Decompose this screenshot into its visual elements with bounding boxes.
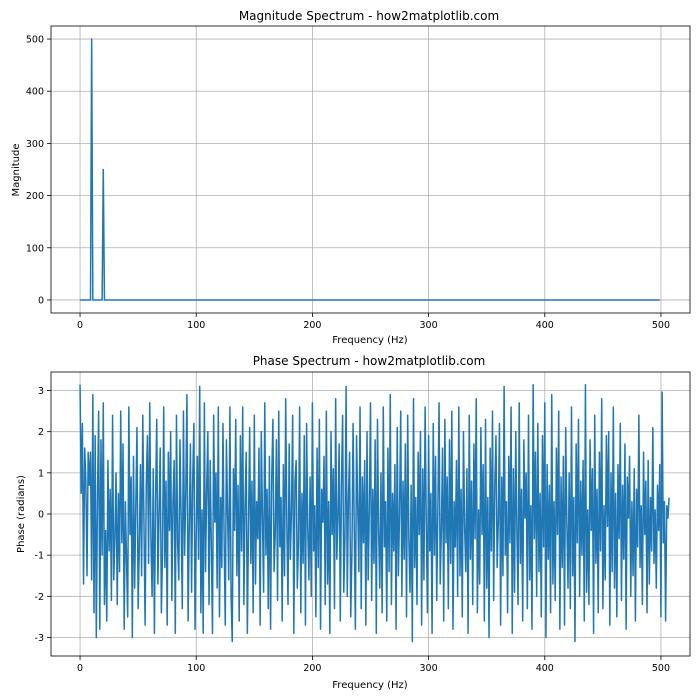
phase-spectrum-plot: Phase Spectrum - how2matplotlib.com 0 100… <box>16 354 691 691</box>
magnitude-x-axis-label: Frequency (Hz) <box>332 335 408 346</box>
phase-plot-title: Phase Spectrum - how2matplotlib.com <box>253 354 486 368</box>
magnitude-y-tick-label: 400 <box>26 87 44 98</box>
phase-y-tick-label: 3 <box>38 386 44 397</box>
phase-y-tick-label: -1 <box>35 551 44 562</box>
magnitude-x-tick-label: 100 <box>187 320 205 331</box>
phase-x-tick-label: 0 <box>77 663 83 674</box>
phase-y-tick-label: -3 <box>35 633 44 644</box>
phase-y-tick-label: 0 <box>38 510 44 521</box>
magnitude-series-line <box>80 38 660 301</box>
magnitude-x-tick-label: 0 <box>77 320 83 331</box>
magnitude-x-tick-label: 400 <box>536 320 554 331</box>
phase-x-tick-label: 300 <box>420 663 438 674</box>
phase-x-tick-label: 200 <box>303 663 321 674</box>
phase-x-axis-label: Frequency (Hz) <box>332 680 408 691</box>
phase-series-layer <box>79 384 670 643</box>
magnitude-y-tick-label: 300 <box>26 139 44 150</box>
phase-y-tick-label: -2 <box>35 592 44 603</box>
phase-y-axis-label: Phase (radians) <box>16 475 27 553</box>
magnitude-series-layer <box>80 38 660 301</box>
magnitude-y-axis-label: Magnitude <box>11 144 22 197</box>
phase-y-tick-label: 1 <box>38 468 44 479</box>
magnitude-axes-frame <box>50 25 691 314</box>
phase-series-line <box>79 384 670 643</box>
phase-x-tick-label: 100 <box>187 663 205 674</box>
magnitude-spectrum-plot: Magnitude Spectrum - how2matplotlib.com … <box>11 9 691 346</box>
phase-ticks: 0 100 200 300 400 500 -3 -2 -1 0 1 2 3 <box>35 386 671 674</box>
magnitude-x-tick-label: 500 <box>652 320 670 331</box>
magnitude-y-tick-label: 500 <box>26 35 44 46</box>
magnitude-x-tick-label: 200 <box>303 320 321 331</box>
phase-y-tick-label: 2 <box>38 427 44 438</box>
magnitude-plot-title: Magnitude Spectrum - how2matplotlib.com <box>239 9 499 23</box>
magnitude-y-tick-label: 100 <box>26 243 44 254</box>
magnitude-ticks: 0 100 200 300 400 500 0 100 200 300 400 500 <box>26 35 670 331</box>
magnitude-y-tick-label: 200 <box>26 191 44 202</box>
phase-x-tick-label: 500 <box>652 663 670 674</box>
phase-x-tick-label: 400 <box>536 663 554 674</box>
magnitude-x-tick-label: 300 <box>420 320 438 331</box>
magnitude-y-tick-label: 0 <box>38 295 44 306</box>
